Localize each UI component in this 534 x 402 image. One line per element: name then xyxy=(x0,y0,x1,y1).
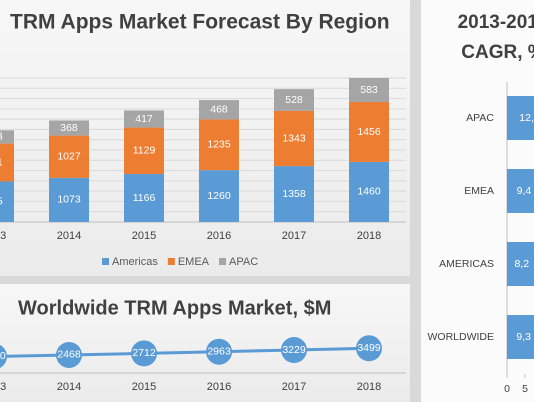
data-label: 528 xyxy=(285,94,303,106)
bar-segment xyxy=(124,174,164,222)
chart-title: TRM Apps Market Forecast By Region xyxy=(10,11,390,34)
bar-segment xyxy=(124,110,164,128)
marker xyxy=(56,341,82,368)
x-tick-label: 2016 xyxy=(207,230,231,242)
data-label: 1166 xyxy=(133,192,156,204)
data-label: 323 xyxy=(0,131,3,143)
x-tick-label: 0 xyxy=(504,383,510,395)
data-label: 1456 xyxy=(357,126,381,138)
data-label: 1027 xyxy=(57,151,81,163)
bar-segment xyxy=(349,78,389,103)
data-label: 1235 xyxy=(207,139,231,151)
data-label: 985 xyxy=(0,196,3,208)
bar-segment xyxy=(49,120,89,136)
bar-segment xyxy=(274,89,314,111)
x-tick-label: 2015 xyxy=(132,381,156,393)
data-label: 2712 xyxy=(132,347,156,359)
data-label: 1343 xyxy=(282,132,306,144)
data-label: 9,4 xyxy=(517,185,532,197)
legend-label: EMEA xyxy=(178,256,210,268)
marker xyxy=(356,335,382,362)
bar-segment xyxy=(124,127,164,175)
x-tick-label: 2016 xyxy=(207,381,231,393)
legend-label: Americas xyxy=(112,256,158,268)
bar-segment xyxy=(49,135,89,178)
bar-segment xyxy=(0,181,14,222)
bar-segment xyxy=(0,130,14,144)
data-label: 12,5 xyxy=(519,112,534,124)
x-tick-label: 2014 xyxy=(57,381,81,393)
data-label: 583 xyxy=(360,84,378,96)
data-label: 2240 xyxy=(0,350,6,362)
category-label: AMERICAS xyxy=(439,258,494,270)
line-chart: Worldwide TRM Apps Market, $M 2013 2240 201… xyxy=(0,297,406,393)
bar xyxy=(507,169,534,213)
bar-segment xyxy=(274,110,314,167)
chart-title: 2013-2018 xyxy=(458,12,534,33)
data-label: 8,2 xyxy=(514,258,529,270)
chart-title: CAGR, % xyxy=(461,42,534,63)
cagr-chart: 2013-2018 CAGR, % APAC 12,5 EMEA 9,4 AMERICAS 8… xyxy=(428,12,534,395)
data-label: 1358 xyxy=(282,188,306,200)
chart-title: Worldwide TRM Apps Market, $M xyxy=(18,297,331,319)
category-label: EMEA xyxy=(464,185,494,197)
data-label: 368 xyxy=(60,122,78,134)
legend-swatch xyxy=(219,258,227,265)
data-label: 1260 xyxy=(207,190,231,202)
bar-segment xyxy=(199,100,239,120)
bar-segment xyxy=(349,102,389,162)
stacked-bar-chart: TRM Apps Market Forecast By Region025050… xyxy=(0,11,406,268)
category-label: APAC xyxy=(466,112,494,124)
x-tick-label: 2018 xyxy=(357,230,381,242)
data-label: 1073 xyxy=(57,194,81,206)
x-tick-label: 2017 xyxy=(282,230,306,242)
bar-segment xyxy=(349,161,389,222)
data-label: 468 xyxy=(210,104,228,116)
bar xyxy=(507,315,534,359)
data-label: 1129 xyxy=(133,145,156,157)
x-tick-label: 2015 xyxy=(132,230,156,242)
x-tick-label: 2013 xyxy=(0,381,6,393)
data-label: 3499 xyxy=(357,342,381,354)
data-label: 2468 xyxy=(57,349,81,361)
bar-segment xyxy=(49,177,89,222)
data-label: 1460 xyxy=(357,186,381,198)
bar-segment xyxy=(199,170,239,222)
marker xyxy=(0,344,7,368)
x-tick-label: 2014 xyxy=(57,230,81,242)
x-tick-label: 5 xyxy=(522,383,528,395)
category-label: WORLDWIDE xyxy=(428,331,495,343)
legend-swatch xyxy=(102,258,109,265)
bar-segment xyxy=(199,119,239,171)
legend-swatch xyxy=(167,258,175,265)
bar-segment xyxy=(0,143,14,182)
marker xyxy=(281,337,307,364)
data-label: 9,3 xyxy=(516,331,531,343)
legend-label: APAC xyxy=(229,256,258,268)
x-tick-label: 2018 xyxy=(357,381,381,393)
x-tick-label: 2017 xyxy=(282,381,306,393)
marker xyxy=(206,338,232,365)
bar-segment xyxy=(274,166,314,222)
marker xyxy=(131,340,157,367)
bar xyxy=(507,242,534,286)
data-label: 417 xyxy=(135,113,153,125)
bar xyxy=(507,96,534,140)
data-label: 3229 xyxy=(282,344,306,356)
x-tick-label: 2013 xyxy=(0,230,6,242)
data-label: 2963 xyxy=(207,346,231,358)
data-label: 921 xyxy=(0,156,3,168)
